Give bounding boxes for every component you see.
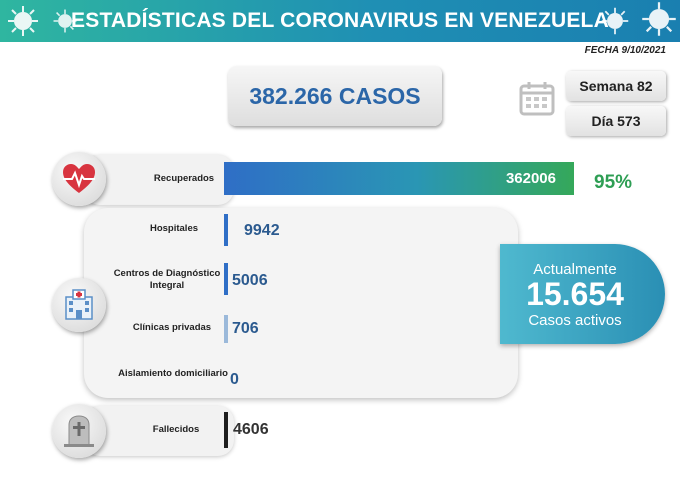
cdi-label: Centros de Diagnóstico Integral bbox=[113, 268, 221, 291]
deaths-label: Fallecidos bbox=[152, 424, 200, 435]
tombstone-icon bbox=[52, 404, 106, 458]
cdi-value: 5006 bbox=[232, 272, 268, 289]
home-isolation-label: Aislamiento domiciliario bbox=[118, 368, 228, 379]
total-cases-box: 382.266 CASOS bbox=[228, 66, 442, 126]
hospitals-bar bbox=[224, 214, 228, 246]
recovered-percent: 95% bbox=[594, 172, 633, 193]
virus-icon bbox=[6, 4, 40, 38]
recovered-bar: 362006 bbox=[224, 162, 574, 195]
active-cases-line1: Actualmente bbox=[533, 261, 617, 278]
hospitals-label: Hospitales bbox=[149, 223, 199, 234]
active-cases-badge: Actualmente 15.654 Casos activos bbox=[500, 244, 665, 344]
calendar-icon bbox=[518, 80, 556, 118]
heart-pulse-icon bbox=[52, 152, 106, 206]
date-label: FECHA 9/10/2021 bbox=[584, 45, 666, 56]
cdi-bar bbox=[224, 263, 228, 295]
day-badge: Día 573 bbox=[566, 106, 666, 136]
private-clinics-label: Clínicas privadas bbox=[132, 322, 212, 333]
recovered-label: Recuperados bbox=[153, 173, 215, 184]
page-title: ESTADÍSTICAS DEL CORONAVIRUS EN VENEZUEL… bbox=[71, 9, 609, 32]
recovered-row bbox=[84, 155, 234, 205]
header-banner: ESTADÍSTICAS DEL CORONAVIRUS EN VENEZUEL… bbox=[0, 0, 680, 42]
hospital-icon bbox=[52, 278, 106, 332]
hospitalization-panel bbox=[84, 208, 518, 398]
active-cases-number: 15.654 bbox=[526, 276, 624, 312]
recovered-value: 362006 bbox=[505, 170, 556, 187]
active-cases-line3: Casos activos bbox=[528, 312, 622, 329]
private-clinics-bar bbox=[224, 315, 228, 343]
virus-icon bbox=[640, 0, 678, 38]
deaths-bar bbox=[224, 412, 228, 448]
virus-icon bbox=[52, 8, 78, 34]
deaths-value: 4606 bbox=[233, 421, 269, 438]
virus-icon bbox=[600, 6, 630, 36]
home-isolation-value: 0 bbox=[230, 371, 239, 388]
week-badge: Semana 82 bbox=[566, 71, 666, 101]
hospitals-value: 9942 bbox=[244, 222, 280, 239]
private-clinics-value: 706 bbox=[232, 320, 259, 337]
deaths-row bbox=[84, 406, 234, 456]
